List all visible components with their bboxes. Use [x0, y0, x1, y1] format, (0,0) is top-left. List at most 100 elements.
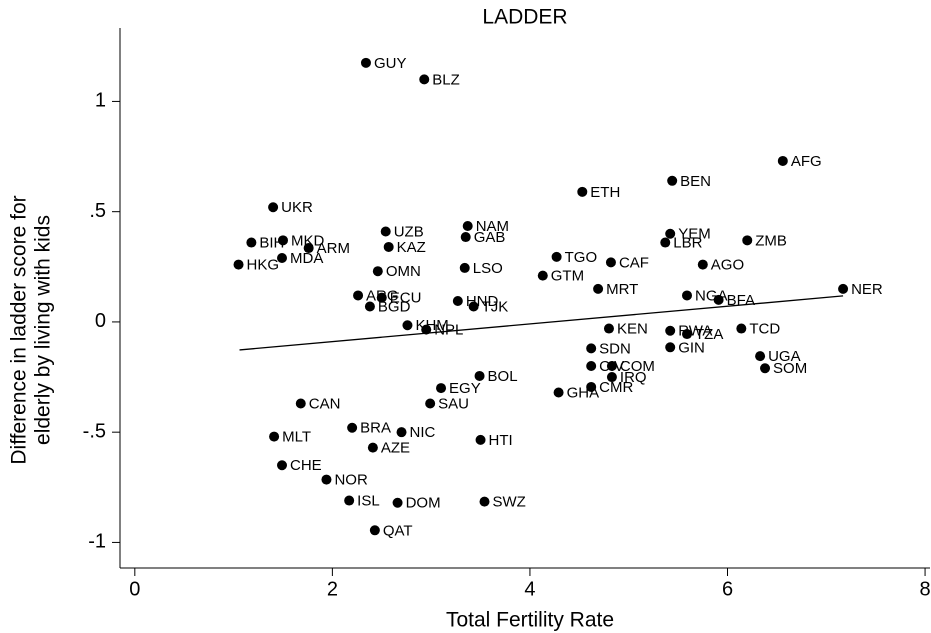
point-label: SAU	[438, 395, 469, 412]
point	[603, 323, 614, 334]
point	[360, 57, 371, 68]
point	[606, 361, 617, 372]
point-label: BLZ	[432, 71, 460, 88]
point-label: CMR	[599, 379, 633, 396]
point	[396, 427, 407, 438]
point-label: GIN	[678, 339, 705, 356]
point-label: IRQ	[620, 369, 647, 386]
point	[682, 290, 692, 301]
point-label: AZE	[381, 440, 410, 457]
fit-line	[239, 295, 844, 351]
point	[742, 235, 753, 246]
point-label: YEM	[678, 226, 711, 243]
point-label: NPL	[434, 322, 463, 339]
point-label: DOM	[406, 495, 441, 512]
chart-title: LADDER	[482, 6, 567, 29]
point-label: UZB	[394, 223, 424, 240]
point-label: LSO	[473, 260, 503, 277]
point-label: NIC	[410, 424, 436, 441]
point	[321, 474, 332, 485]
point	[353, 290, 364, 301]
x-tick-label: 0	[129, 578, 140, 600]
point-label: GUY	[374, 55, 407, 72]
point	[551, 251, 562, 262]
point	[479, 496, 490, 507]
point	[347, 422, 358, 433]
y-axis-label-line: Difference in ladder score for	[8, 195, 31, 464]
point-label: CAN	[309, 395, 341, 412]
point	[462, 221, 473, 232]
point-label: KAZ	[397, 239, 426, 256]
point	[383, 241, 394, 252]
point-label: MLT	[282, 429, 311, 446]
point-label: CHE	[290, 457, 322, 474]
point-label: ZMB	[755, 232, 787, 249]
y-tick-label: 1	[95, 90, 106, 112]
x-tick-label: 4	[524, 578, 535, 600]
point-label: BRA	[360, 420, 391, 437]
point	[777, 155, 788, 166]
point-label: HTI	[489, 432, 513, 449]
point	[459, 262, 470, 273]
point	[372, 266, 383, 277]
point	[474, 370, 485, 381]
y-tick-label: -.5	[83, 420, 106, 442]
point	[713, 294, 724, 305]
point-label: GHA	[567, 384, 600, 401]
point-label: EGY	[449, 380, 481, 397]
point	[667, 175, 678, 186]
point-label: TCD	[749, 321, 780, 338]
point-label: ISL	[357, 492, 380, 509]
point-label: MDA	[290, 250, 323, 267]
point	[660, 237, 671, 248]
point	[586, 361, 597, 372]
x-tick-label: 2	[327, 578, 338, 600]
point	[419, 74, 430, 85]
point-label: MRT	[606, 281, 638, 298]
point	[537, 270, 548, 281]
point	[277, 252, 287, 263]
point-label: QAT	[383, 522, 413, 539]
point	[665, 325, 676, 336]
point-label: BOL	[488, 368, 518, 385]
point	[665, 228, 676, 239]
point-label: LBR	[673, 235, 702, 252]
point-label: TGO	[565, 249, 598, 266]
point-label: SOM	[773, 360, 807, 377]
point	[392, 497, 403, 508]
point	[364, 301, 375, 312]
x-axis-label: Total Fertility Rate	[446, 609, 614, 632]
point-label: GAB	[474, 229, 506, 246]
x-tick-label: 8	[919, 578, 930, 600]
point-label: UGA	[768, 348, 801, 365]
point	[367, 442, 378, 453]
point	[755, 351, 766, 362]
y-tick-label: .5	[89, 200, 106, 222]
point	[577, 186, 588, 197]
point	[344, 495, 355, 506]
point-label: BGD	[378, 298, 411, 315]
point	[303, 243, 314, 254]
point-label: ETH	[590, 184, 620, 201]
point	[269, 431, 280, 442]
point-label: MKD	[291, 232, 325, 249]
point	[586, 343, 597, 354]
point	[460, 232, 471, 243]
point	[760, 363, 771, 374]
point	[277, 235, 288, 246]
y-tick-label: 0	[95, 310, 106, 332]
point-label: CAF	[619, 254, 649, 271]
point-label: TJK	[482, 298, 509, 315]
point	[553, 387, 564, 398]
point	[586, 381, 597, 392]
point	[468, 301, 479, 312]
point-label: NER	[851, 281, 883, 298]
point	[697, 259, 708, 270]
point	[295, 398, 306, 409]
point	[475, 434, 486, 445]
point-label: UKR	[281, 199, 313, 216]
y-tick-label: -1	[88, 531, 106, 553]
point	[665, 342, 676, 353]
point-label: ARM	[317, 240, 350, 257]
